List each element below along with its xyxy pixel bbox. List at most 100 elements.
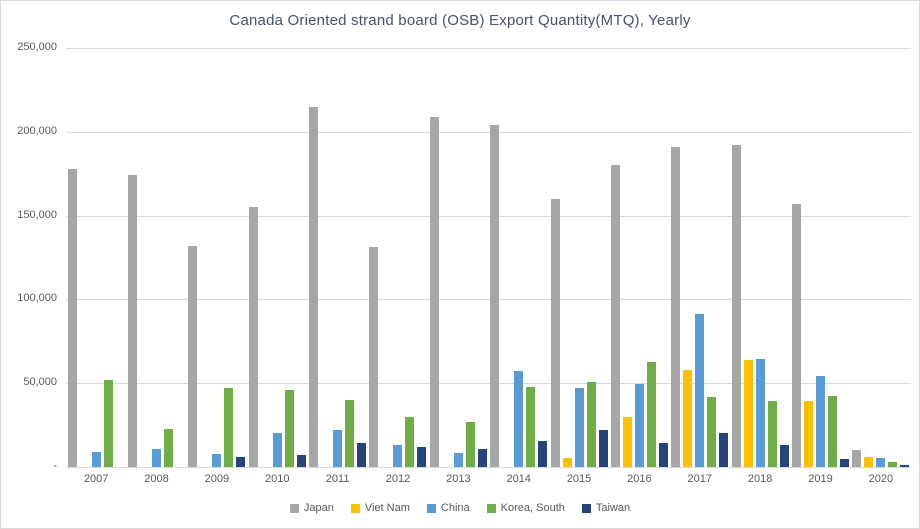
bar-viet-nam-2019: [803, 400, 813, 467]
legend-swatch-icon: [426, 503, 436, 513]
x-axis-line: [66, 467, 911, 468]
legend-label: Japan: [303, 502, 334, 514]
bar-china-2007: [91, 451, 101, 467]
gridline: [66, 215, 911, 217]
x-axis-tick-label: 2015: [566, 473, 592, 485]
bar-korea-south-2009: [224, 388, 234, 467]
bar-japan-2015: [550, 198, 560, 467]
bar-viet-nam-2020: [864, 456, 874, 467]
bar-korea-south-2019: [827, 395, 837, 467]
bar-taiwan-2010: [296, 455, 306, 467]
bar-group-2020: [851, 48, 911, 467]
x-axis-labels: 2007 2008 2009 2010 2011 2012 2013 2014 2015 2016…: [66, 473, 911, 485]
bar-china-2013: [453, 452, 463, 467]
bar-korea-south-2017: [707, 397, 717, 467]
bar-taiwan-2014: [538, 441, 548, 467]
bar-korea-south-2008: [164, 429, 174, 467]
y-axis-tick-label: -: [53, 460, 57, 472]
bar-japan-2007: [67, 168, 77, 467]
bar-taiwan-2015: [598, 430, 608, 467]
bar-taiwan-2016: [658, 442, 668, 467]
bar-korea-south-2015: [586, 381, 596, 467]
bar-china-2011: [333, 430, 343, 467]
bar-korea-south-2016: [646, 362, 656, 467]
legend-item-viet-nam: Viet Nam: [350, 502, 410, 514]
legend-label: Korea, South: [500, 502, 565, 514]
bar-group-2009: [187, 48, 247, 467]
bar-taiwan-2009: [236, 456, 246, 467]
bar-japan-2009: [188, 245, 198, 467]
x-axis-tick-label: 2013: [446, 473, 471, 485]
bar-group-2017: [670, 48, 730, 467]
x-axis-tick-label: 2014: [506, 473, 531, 485]
legend-item-china: China: [426, 502, 470, 514]
bar-japan-2014: [490, 125, 500, 467]
gridline: [66, 383, 911, 385]
bar-group-2011: [307, 48, 367, 467]
bar-china-2018: [755, 358, 765, 467]
bar-japan-2012: [369, 247, 379, 467]
bar-group-2010: [247, 48, 307, 467]
legend-swatch-icon: [581, 503, 591, 513]
bar-group-2018: [730, 48, 790, 467]
bar-china-2017: [695, 313, 705, 467]
bar-china-2019: [815, 375, 825, 467]
legend-label: China: [440, 502, 470, 514]
bar-china-2008: [152, 449, 162, 467]
legend: Japan Viet Nam China Korea, South Taiwan: [1, 502, 919, 514]
x-axis-tick-label: 2007: [83, 473, 109, 485]
legend-label: Viet Nam: [364, 502, 410, 514]
bar-korea-south-2013: [465, 421, 475, 467]
bar-japan-2017: [671, 146, 681, 467]
bar-japan-2018: [731, 145, 741, 467]
bar-china-2016: [634, 384, 644, 467]
bar-viet-nam-2017: [683, 369, 693, 467]
bar-group-2013: [428, 48, 488, 467]
bar-china-2015: [574, 388, 584, 467]
y-axis-tick-label: 150,000: [17, 208, 57, 221]
bar-taiwan-2020: [900, 464, 910, 467]
y-axis-tick-label: 100,000: [17, 292, 57, 305]
bar-china-2012: [393, 445, 403, 467]
x-axis-tick-label: 2009: [204, 473, 230, 485]
legend-item-taiwan: Taiwan: [581, 502, 631, 514]
bar-group-2012: [368, 48, 428, 467]
x-axis-tick-label: 2008: [144, 473, 169, 485]
bar-japan-2008: [128, 175, 138, 467]
legend-swatch-icon: [350, 503, 360, 513]
x-axis-tick-label: 2018: [747, 473, 773, 485]
bar-china-2014: [514, 371, 524, 467]
bar-korea-south-2011: [345, 399, 355, 467]
bar-china-2020: [876, 457, 886, 467]
bar-group-2016: [609, 48, 669, 467]
x-axis-tick-label: 2012: [385, 473, 411, 485]
bar-viet-nam-2015: [562, 457, 572, 467]
x-axis-tick-label: 2016: [627, 473, 652, 485]
bar-taiwan-2018: [779, 445, 789, 467]
legend-swatch-icon: [289, 503, 299, 513]
x-axis-tick-label: 2019: [808, 473, 833, 485]
bar-viet-nam-2016: [622, 416, 632, 467]
bar-group-2019: [790, 48, 850, 467]
bar-japan-2020: [852, 450, 862, 467]
bar-group-2008: [126, 48, 186, 467]
gridline: [66, 299, 911, 301]
y-axis-tick-label: 200,000: [17, 124, 57, 137]
bar-group-2015: [549, 48, 609, 467]
gridline: [66, 131, 911, 133]
bar-taiwan-2017: [719, 433, 729, 467]
bar-china-2009: [212, 453, 222, 467]
bar-japan-2019: [791, 203, 801, 467]
bar-japan-2016: [610, 165, 620, 467]
bar-korea-south-2010: [284, 389, 294, 467]
legend-item-korea-south: Korea, South: [486, 502, 565, 514]
bar-group-2014: [489, 48, 549, 467]
x-axis-tick-label: 2010: [265, 473, 290, 485]
legend-item-japan: Japan: [289, 502, 334, 514]
legend-label: Taiwan: [595, 502, 631, 514]
bar-japan-2010: [248, 207, 258, 467]
legend-swatch-icon: [486, 503, 496, 513]
bar-taiwan-2012: [417, 446, 427, 467]
plot-area: [66, 48, 911, 468]
